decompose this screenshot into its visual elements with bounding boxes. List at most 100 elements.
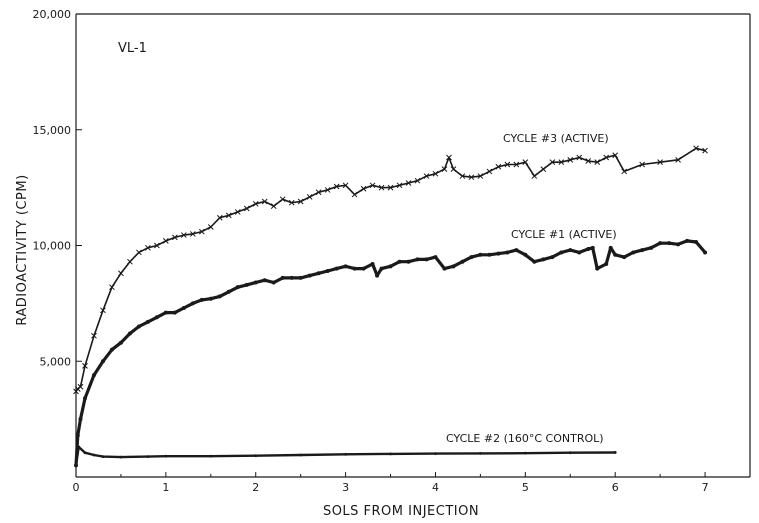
data-point-cycle-1 bbox=[334, 266, 339, 271]
data-point-cycle-3 bbox=[270, 203, 277, 209]
data-point-cycle-3 bbox=[396, 182, 403, 189]
data-point-cycle-1 bbox=[568, 248, 573, 253]
series-line-cycle-1 bbox=[74, 239, 707, 467]
data-point-mark bbox=[100, 307, 106, 314]
data-point-cycle-1 bbox=[442, 266, 447, 271]
data-point-cycle-3 bbox=[549, 159, 556, 166]
data-point-cycle-1 bbox=[253, 280, 258, 285]
data-point-cycle-3 bbox=[387, 184, 394, 191]
data-point-mark bbox=[639, 161, 646, 168]
data-point-cycle-3 bbox=[324, 187, 331, 193]
data-point-cycle-3 bbox=[252, 200, 259, 207]
panel-annotation: VL-1 bbox=[118, 41, 147, 56]
data-point-cycle-3 bbox=[540, 166, 547, 172]
data-point-cycle-1 bbox=[271, 280, 276, 285]
data-point-cycle-1 bbox=[316, 271, 321, 276]
data-point-mark bbox=[180, 232, 187, 238]
data-point-mark bbox=[189, 231, 196, 237]
x-tick-label: 1 bbox=[162, 481, 169, 494]
data-point-cycle-3 bbox=[621, 168, 628, 175]
data-point-cycle-3 bbox=[486, 168, 493, 175]
data-point-cycle-1 bbox=[370, 262, 375, 267]
data-point-mark bbox=[567, 156, 574, 163]
data-point-mark bbox=[91, 332, 97, 339]
data-point-cycle-1 bbox=[496, 251, 501, 256]
data-point-cycle-1 bbox=[244, 282, 249, 287]
y-axis-title: RADIOACTIVITY (CPM) bbox=[15, 174, 30, 325]
data-point-cycle-2 bbox=[101, 455, 105, 459]
data-point-cycle-3 bbox=[351, 191, 358, 198]
y-tick-label: 10,000 bbox=[33, 240, 72, 253]
data-point-cycle-3 bbox=[77, 383, 84, 390]
data-point-cycle-1 bbox=[379, 266, 384, 271]
data-point-mark bbox=[378, 184, 385, 191]
data-point-mark bbox=[342, 182, 349, 189]
data-point-mark bbox=[603, 154, 610, 161]
series-line-cycle-2 bbox=[74, 445, 617, 467]
data-point-cycle-1 bbox=[172, 310, 177, 315]
data-point-cycle-3 bbox=[576, 154, 583, 161]
data-point-cycle-3 bbox=[378, 184, 385, 191]
data-point-cycle-1 bbox=[604, 262, 609, 267]
data-point-mark bbox=[225, 212, 232, 219]
data-point-mark bbox=[396, 182, 403, 189]
data-point-cycle-1 bbox=[676, 242, 681, 247]
data-point-cycle-1 bbox=[78, 417, 83, 422]
data-point-mark bbox=[612, 152, 619, 159]
data-point-mark bbox=[118, 270, 124, 277]
data-point-cycle-1 bbox=[424, 257, 429, 262]
data-point-cycle-3 bbox=[288, 199, 295, 206]
data-point-mark bbox=[270, 203, 277, 209]
data-point-cycle-1 bbox=[631, 250, 636, 255]
data-point-cycle-1 bbox=[181, 306, 186, 311]
data-point-cycle-1 bbox=[82, 396, 87, 401]
data-point-cycle-1 bbox=[505, 250, 510, 255]
data-point-cycle-3 bbox=[567, 156, 574, 163]
data-point-cycle-1 bbox=[100, 359, 105, 364]
data-point-cycle-3 bbox=[180, 232, 187, 238]
data-point-mark bbox=[136, 249, 142, 256]
data-point-cycle-3 bbox=[603, 154, 610, 161]
data-point-mark bbox=[513, 161, 520, 168]
data-point-cycle-1 bbox=[541, 257, 546, 262]
data-point-cycle-1 bbox=[208, 296, 213, 301]
data-point-cycle-1 bbox=[235, 285, 240, 290]
data-point-cycle-1 bbox=[595, 266, 600, 271]
data-point-cycle-1 bbox=[226, 289, 231, 294]
data-point-cycle-3 bbox=[522, 159, 529, 166]
data-point-cycle-1 bbox=[550, 255, 555, 260]
data-point-cycle-1 bbox=[532, 259, 537, 264]
data-point-mark bbox=[531, 173, 538, 179]
data-point-cycle-1 bbox=[433, 255, 438, 260]
data-point-cycle-3 bbox=[513, 161, 520, 168]
data-point-cycle-3 bbox=[109, 284, 115, 291]
data-point-cycle-3 bbox=[594, 159, 601, 166]
data-point-cycle-1 bbox=[586, 246, 591, 251]
data-point-mark bbox=[82, 363, 88, 369]
data-point-cycle-1 bbox=[514, 248, 519, 253]
data-point-cycle-1 bbox=[262, 278, 267, 283]
data-point-cycle-3 bbox=[450, 166, 457, 172]
data-point-mark bbox=[360, 185, 367, 192]
data-point-cycle-3 bbox=[446, 154, 452, 161]
data-point-cycle-3 bbox=[639, 161, 646, 168]
data-point-cycle-1 bbox=[325, 268, 330, 273]
data-point-cycle-3 bbox=[127, 258, 133, 265]
data-point-cycle-1 bbox=[343, 264, 348, 269]
data-point-cycle-2 bbox=[146, 455, 150, 459]
data-point-cycle-3 bbox=[198, 228, 205, 235]
data-point-mark bbox=[495, 163, 502, 170]
data-point-mark bbox=[432, 170, 439, 177]
data-point-cycle-3 bbox=[342, 182, 349, 189]
data-point-cycle-3 bbox=[306, 194, 313, 200]
data-point-mark bbox=[585, 158, 592, 164]
data-point-mark bbox=[468, 174, 475, 181]
data-point-mark bbox=[540, 166, 547, 172]
data-point-cycle-2 bbox=[479, 451, 482, 455]
data-point-cycle-1 bbox=[703, 250, 708, 255]
series-label-cycle-2: CYCLE #2 (160°C CONTROL) bbox=[446, 432, 604, 445]
data-point-cycle-1 bbox=[559, 250, 564, 255]
data-point-mark bbox=[369, 182, 376, 189]
data-point-mark bbox=[315, 189, 322, 196]
data-point-mark bbox=[198, 228, 205, 235]
